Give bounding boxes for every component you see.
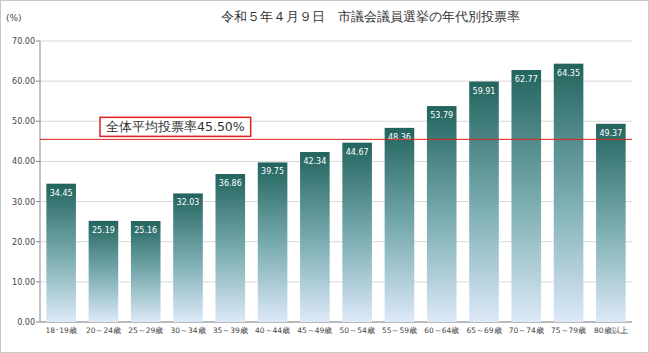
- x-tick-label: 55～59歳: [382, 326, 417, 335]
- bar: [511, 70, 541, 322]
- grid-line: [40, 201, 632, 202]
- y-tick: [36, 161, 40, 162]
- bar: [427, 106, 457, 322]
- data-label: 39.75: [261, 167, 284, 176]
- data-label: 25.19: [92, 226, 115, 235]
- data-label: 53.79: [430, 111, 453, 120]
- x-tick-label: 35～39歳: [213, 326, 248, 335]
- y-tick-label: 0.00: [17, 318, 35, 327]
- x-tick-label: 18･19歳: [46, 326, 77, 335]
- y-tick: [36, 241, 40, 242]
- y-tick-label: 10.00: [12, 278, 35, 287]
- x-tick-label: 65～69歳: [466, 326, 501, 335]
- bar: [46, 184, 76, 322]
- grid-line: [40, 322, 632, 323]
- x-tick-label: 75～79歳: [551, 326, 586, 335]
- annotation-line-group: [40, 139, 632, 140]
- bar: [215, 174, 245, 322]
- y-tick: [36, 322, 40, 323]
- annotation-box: [100, 117, 251, 136]
- bar: [131, 221, 161, 322]
- x-tick-label: 70～74歳: [509, 326, 544, 335]
- x-axis: [40, 322, 632, 323]
- data-label: 62.77: [515, 75, 538, 84]
- data-label: 48.36: [388, 133, 411, 142]
- data-label: 32.03: [177, 198, 200, 207]
- data-label: 34.45: [50, 189, 73, 198]
- data-label: 25.16: [134, 226, 157, 235]
- grid-line: [40, 161, 632, 162]
- x-tick-label: 50～54歳: [340, 326, 375, 335]
- frame: [1, 1, 649, 353]
- y-tick: [36, 121, 40, 122]
- grid-line: [40, 81, 632, 82]
- y-tick: [36, 41, 40, 42]
- data-label: 36.86: [219, 179, 242, 188]
- data-label: 49.37: [599, 129, 622, 138]
- y-tick-label: 30.00: [12, 198, 35, 207]
- x-tick-label: 40～44歳: [255, 326, 290, 335]
- y-tick-label: 70.00: [12, 37, 35, 46]
- y-tick: [36, 201, 40, 202]
- bar: [300, 152, 330, 322]
- chart-svg: 令和５年４月９日 市議会議員選挙の年代別投票率 (%) 0.00 10.00 20.00…: [0, 0, 649, 353]
- x-tick-label: 30～34歳: [170, 326, 205, 335]
- data-label: 59.91: [473, 87, 496, 96]
- bar: [469, 82, 499, 322]
- data-label: 42.34: [303, 157, 326, 166]
- data-label: 64.35: [557, 69, 580, 78]
- chart-title: 令和５年４月９日 市議会議員選挙の年代別投票率: [221, 9, 520, 24]
- y-axis-label: (%): [6, 13, 22, 23]
- y-tick-label: 50.00: [12, 117, 35, 126]
- grid-line: [40, 281, 632, 282]
- bar: [173, 193, 203, 322]
- y-tick: [36, 281, 40, 282]
- y-tick-label: 20.00: [12, 238, 35, 247]
- bars: [46, 64, 625, 322]
- average-line: [40, 139, 632, 140]
- x-tick-label: 25～29歳: [128, 326, 163, 335]
- y-axis: [40, 41, 41, 322]
- bar: [596, 124, 626, 322]
- bar: [258, 162, 288, 322]
- grid-line: [40, 41, 632, 42]
- x-tick-label: 20～24歳: [86, 326, 121, 335]
- bar: [342, 143, 372, 322]
- data-label: 44.67: [346, 148, 369, 157]
- bar: [89, 221, 119, 322]
- x-tick-label: 80歳以上: [594, 326, 628, 335]
- y-tick-label: 40.00: [12, 157, 35, 166]
- chart-container: 令和５年４月９日 市議会議員選挙の年代別投票率 (%) 0.00 10.00 20.00…: [0, 0, 649, 353]
- x-tick-label: 45～49歳: [297, 326, 332, 335]
- bar: [554, 64, 584, 322]
- y-tick-label: 60.00: [12, 77, 35, 86]
- x-tick-label: 60～64歳: [424, 326, 459, 335]
- annotation-text: 全体平均投票率45.50%: [106, 119, 245, 134]
- grid-line: [40, 241, 632, 242]
- bar: [385, 128, 415, 322]
- y-tick: [36, 81, 40, 82]
